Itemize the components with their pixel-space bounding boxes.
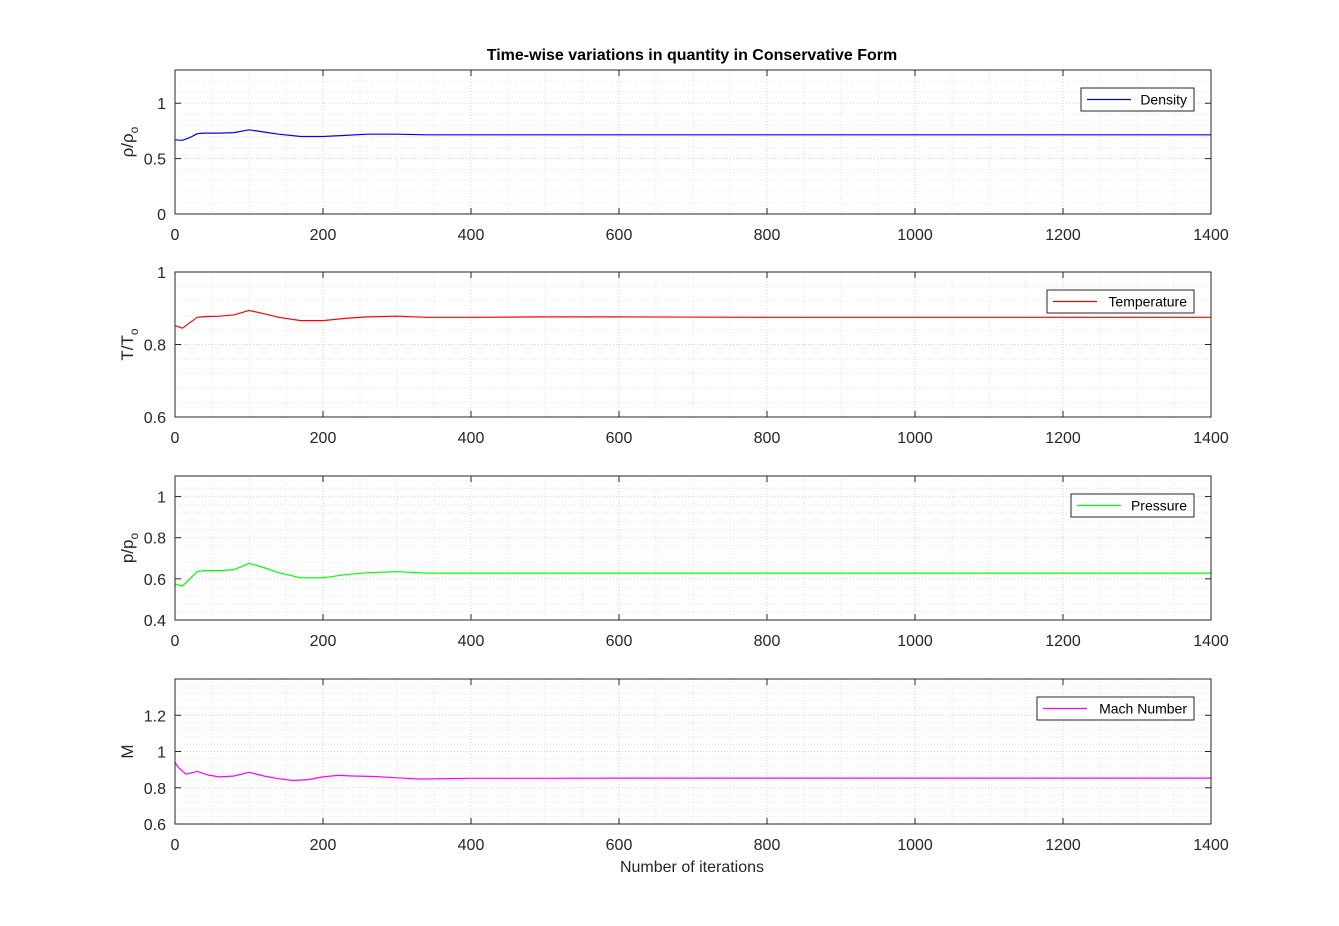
x-tick-label: 0 <box>171 430 180 447</box>
x-tick-label: 400 <box>458 633 485 650</box>
x-tick-label: 400 <box>458 837 485 854</box>
x-tick-label: 800 <box>754 633 781 650</box>
axes-layer: 0 200 400 600 800 1000 1200 140000.51ρ/ρoDensit… <box>118 69 1229 854</box>
x-tick-label: 1200 <box>1045 633 1081 650</box>
y-tick-label: 0.6 <box>144 572 166 589</box>
y-axis-label-main: p/p <box>118 540 137 564</box>
y-tick-label: 0.4 <box>144 613 166 630</box>
axes-box <box>174 69 1212 215</box>
series-line-temperature <box>174 309 1211 329</box>
legend-label: Temperature <box>1108 294 1187 310</box>
y-tick-label: 0.5 <box>144 152 166 169</box>
series-line-pressure <box>174 562 1211 587</box>
x-tick-label: 0 <box>171 633 180 650</box>
x-tick-label: 200 <box>310 837 337 854</box>
y-axis-label: T/To <box>118 328 141 361</box>
x-tick-label: 1400 <box>1193 837 1229 854</box>
y-tick-label: 1 <box>157 96 166 113</box>
y-tick-label: 1 <box>157 745 166 762</box>
legend-box <box>1080 87 1195 112</box>
x-tick-label: 1200 <box>1045 227 1081 244</box>
legend-box <box>1046 289 1195 314</box>
x-tick-label: 1000 <box>897 227 933 244</box>
x-tick-label: 800 <box>754 837 781 854</box>
legend: Density <box>1080 87 1195 112</box>
y-axis-label-main: M <box>118 744 137 758</box>
x-tick-label: 600 <box>606 430 633 447</box>
x-tick-label: 1000 <box>897 633 933 650</box>
legend: Mach Number <box>1036 696 1195 721</box>
y-axis-label-main: ρ/ρ <box>118 133 137 157</box>
x-tick-label: 200 <box>310 633 337 650</box>
legend-box <box>1036 696 1195 721</box>
legend-label: Mach Number <box>1099 701 1187 717</box>
y-axis-label-subscript: o <box>127 126 141 133</box>
axes-box <box>174 475 1212 621</box>
axes-panel-1: 0 200 400 600 800 1000 1200 1400 0 0.5 1 ρ/ρo Densit… <box>118 69 1229 244</box>
x-tick-label: 600 <box>606 633 633 650</box>
y-tick-label: 0.8 <box>144 781 166 798</box>
axes-panel-4: 0 200 400 600 800 1000 1200 1400 0.6 0.8 1 1.2 M Mach… <box>118 678 1229 854</box>
y-axis-label-subscript: o <box>127 328 141 335</box>
x-tick-label: 1000 <box>897 837 933 854</box>
x-tick-label: 1200 <box>1045 430 1081 447</box>
x-tick-label: 400 <box>458 227 485 244</box>
x-tick-label: 0 <box>171 227 180 244</box>
series-line-mach-number <box>174 762 1211 782</box>
legend-label: Density <box>1140 92 1187 108</box>
y-axis-label: p/po <box>118 533 141 564</box>
y-tick-label: 0.8 <box>144 531 166 548</box>
x-tick-label: 800 <box>754 430 781 447</box>
y-tick-label: 1 <box>157 490 166 507</box>
x-tick-label: 1200 <box>1045 837 1081 854</box>
legend-label: Pressure <box>1131 498 1187 514</box>
legend: Pressure <box>1070 493 1195 518</box>
y-tick-label: 0.8 <box>144 338 166 355</box>
x-axis-label: Number of iterations <box>620 859 764 876</box>
y-axis-label: M <box>118 744 137 758</box>
legend: Temperature <box>1046 289 1195 314</box>
x-tick-label: 1400 <box>1193 227 1229 244</box>
y-tick-label: 0.6 <box>144 817 166 834</box>
x-tick-label: 1400 <box>1193 430 1229 447</box>
x-tick-label: 1000 <box>897 430 933 447</box>
x-tick-label: 400 <box>458 430 485 447</box>
y-tick-label: 0 <box>157 207 166 224</box>
y-axis-label: ρ/ρo <box>118 126 141 157</box>
y-axis-label-subscript: o <box>127 533 141 540</box>
x-tick-label: 800 <box>754 227 781 244</box>
x-tick-label: 600 <box>606 837 633 854</box>
y-axis-label-main: T/T <box>118 335 137 361</box>
axes-panel-3: 0 200 400 600 800 1000 1200 1400 0.4 0.6 0.8 1 p/po P… <box>118 475 1229 650</box>
axes-panel-2: 0 200 400 600 800 1000 1200 1400 0.6 0.8 1 T/To Temp… <box>118 265 1229 447</box>
x-tick-label: 600 <box>606 227 633 244</box>
x-tick-label: 200 <box>310 227 337 244</box>
y-tick-label: 1 <box>157 265 166 282</box>
x-tick-label: 1400 <box>1193 633 1229 650</box>
y-tick-label: 0.6 <box>144 410 166 427</box>
legend-box <box>1070 493 1195 518</box>
y-tick-label: 1.2 <box>144 708 166 725</box>
x-tick-label: 0 <box>171 837 180 854</box>
x-tick-label: 200 <box>310 430 337 447</box>
figure-title: Time-wise variations in quantity in Cons… <box>487 47 897 64</box>
series-line-density <box>174 129 1211 141</box>
